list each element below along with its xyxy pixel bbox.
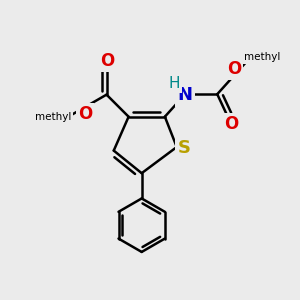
Text: O: O — [100, 52, 115, 70]
Text: methyl: methyl — [35, 112, 71, 122]
Text: O: O — [226, 60, 241, 78]
Text: N: N — [178, 86, 193, 104]
Text: methyl: methyl — [244, 52, 280, 62]
Text: O: O — [78, 105, 92, 123]
Text: O: O — [224, 116, 238, 134]
Text: H: H — [168, 76, 180, 91]
Text: S: S — [177, 139, 190, 157]
